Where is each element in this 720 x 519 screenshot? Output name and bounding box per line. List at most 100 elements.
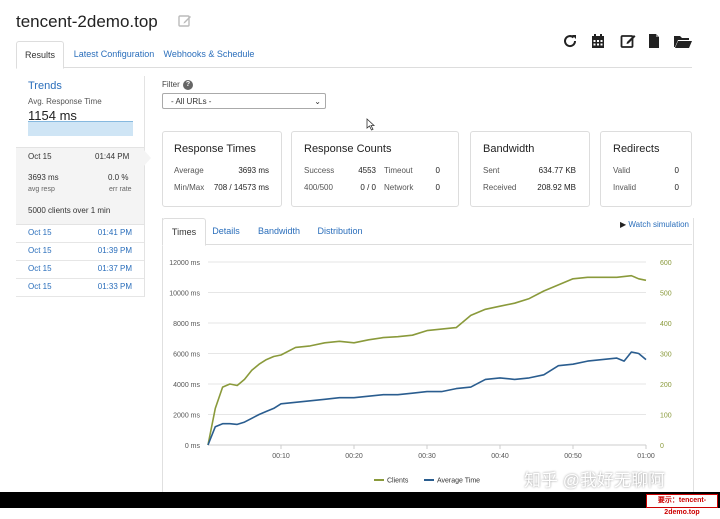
x-tick-label: 01:00 <box>637 453 655 460</box>
avg-response-value: 1154 ms <box>28 108 77 123</box>
valid-label: Valid <box>613 166 631 175</box>
selected-err-value: 0.0 % <box>108 173 129 182</box>
trend-sparkline <box>28 121 133 136</box>
run-row[interactable]: Oct 15 01:39 PM <box>16 242 144 261</box>
mouse-cursor-icon <box>366 118 376 131</box>
y-tick-label-right: 500 <box>660 291 672 298</box>
card-title: Response Times <box>174 143 256 155</box>
redirects-card: Redirects Valid 0 Invalid 0 <box>600 131 692 207</box>
corner-label: 要示：tencent-2demo.top <box>646 494 718 516</box>
url-filter-select[interactable]: - All URLs - ⌄ <box>162 93 326 109</box>
trends-sidebar <box>16 76 145 297</box>
network-value: 0 <box>435 183 440 192</box>
sent-label: Sent <box>483 166 500 175</box>
y-tick-label-right: 300 <box>660 352 672 359</box>
y-tick-label-left: 2000 ms <box>173 413 200 420</box>
series-line <box>207 351 647 446</box>
minmax-value: 708 / 14573 ms <box>213 183 269 192</box>
selected-clients: 5000 clients over 1 min <box>28 206 111 215</box>
tab-results[interactable]: Results <box>16 41 64 69</box>
avg-response-label: Avg. Response Time <box>28 97 102 106</box>
y-tick-label-left: 4000 ms <box>173 382 200 389</box>
response-counts-card: Response Counts Success 4553 Timeout 0 4… <box>291 131 459 207</box>
tab-latest-configuration[interactable]: Latest Configuration <box>73 49 155 59</box>
invalid-value: 0 <box>674 183 679 192</box>
legend-label: Clients <box>387 478 409 485</box>
average-label: Average <box>174 166 204 175</box>
y-tick-label-left: 0 ms <box>185 443 201 450</box>
trends-label[interactable]: Trends <box>28 80 62 92</box>
bandwidth-card: Bandwidth Sent 634.77 KB Received 208.92… <box>470 131 590 207</box>
tab-details[interactable]: Details <box>212 226 240 236</box>
selected-run[interactable] <box>16 147 144 225</box>
response-times-card: Response Times Average 3693 ms Min/Max 7… <box>162 131 282 207</box>
folder-open-icon[interactable] <box>673 33 693 49</box>
error-value: 0 / 0 <box>360 183 376 192</box>
timeout-label: Timeout <box>384 166 413 175</box>
edit-title-icon[interactable] <box>178 14 192 28</box>
received-value: 208.92 MB <box>537 183 576 192</box>
card-title: Bandwidth <box>483 143 535 155</box>
selected-avg-resp-label: avg resp <box>28 186 55 193</box>
run-time: 01:41 PM <box>97 228 132 237</box>
refresh-icon[interactable] <box>562 33 578 49</box>
tab-times[interactable]: Times <box>162 218 206 246</box>
y-tick-label-left: 12000 ms <box>169 260 200 267</box>
x-tick-label: 00:10 <box>272 453 290 460</box>
average-value: 3693 ms <box>238 166 269 175</box>
y-tick-label-left: 6000 ms <box>173 352 200 359</box>
chevron-down-icon: ⌄ <box>314 97 321 106</box>
run-row[interactable]: Oct 15 01:41 PM <box>16 224 144 243</box>
x-tick-label: 00:50 <box>564 453 582 460</box>
document-icon[interactable] <box>646 33 662 49</box>
url-filter-value: - All URLs - <box>171 97 212 106</box>
calendar-icon[interactable] <box>590 33 606 49</box>
run-row[interactable]: Oct 15 01:37 PM <box>16 260 144 279</box>
success-label: Success <box>304 166 335 175</box>
results-tabs: Results Latest Configuration Webhooks & … <box>16 41 692 69</box>
info-icon[interactable]: ? <box>183 80 193 90</box>
sent-value: 634.77 KB <box>538 166 576 175</box>
selected-run-date: Oct 15 <box>28 152 52 161</box>
success-value: 4553 <box>358 166 376 175</box>
selected-run-time: 01:44 PM <box>95 152 130 161</box>
received-label: Received <box>483 183 517 192</box>
run-date: Oct 15 <box>28 264 52 273</box>
tab-distribution[interactable]: Distribution <box>317 226 363 236</box>
tab-webhooks-schedule[interactable]: Webhooks & Schedule <box>163 49 255 59</box>
invalid-label: Invalid <box>613 183 637 192</box>
selected-err-label: err rate <box>109 186 132 193</box>
play-icon: ▶ <box>620 220 627 229</box>
run-row[interactable]: Oct 15 01:33 PM <box>16 278 144 297</box>
legend-label: Average Time <box>437 478 480 485</box>
run-time: 01:37 PM <box>97 264 132 273</box>
selected-avg-resp-value: 3693 ms <box>28 173 59 182</box>
edit-icon[interactable] <box>620 33 636 49</box>
watermark: 知乎 @我好无聊阿 <box>524 471 665 490</box>
y-tick-label-right: 600 <box>660 260 672 267</box>
tab-bandwidth[interactable]: Bandwidth <box>257 226 301 236</box>
filter-label: Filter <box>162 80 180 89</box>
y-tick-label-right: 400 <box>660 321 672 328</box>
watch-simulation-link[interactable]: ▶ Watch simulation <box>620 220 689 229</box>
run-date: Oct 15 <box>28 282 52 291</box>
bottom-bar <box>0 492 720 508</box>
run-time: 01:33 PM <box>97 282 132 291</box>
y-tick-label-right: 100 <box>660 413 672 420</box>
timeout-value: 0 <box>435 166 440 175</box>
run-date: Oct 15 <box>28 246 52 255</box>
watch-simulation-label: Watch simulation <box>628 220 690 229</box>
card-title: Redirects <box>613 143 660 155</box>
chart-tabs: Times Details Bandwidth Distribution <box>162 218 692 246</box>
minmax-label: Min/Max <box>174 183 205 192</box>
selected-run-pointer <box>143 149 151 167</box>
x-tick-label: 00:30 <box>418 453 436 460</box>
run-time: 01:39 PM <box>97 246 132 255</box>
x-tick-label: 00:20 <box>345 453 363 460</box>
y-tick-label-left: 10000 ms <box>169 291 200 298</box>
card-title: Response Counts <box>304 143 392 155</box>
run-date: Oct 15 <box>28 228 52 237</box>
response-time-chart: 0 ms 0 2000 ms 100 4000 ms 200 6000 ms 300 8000 … <box>169 260 672 485</box>
network-label: Network <box>384 183 414 192</box>
y-tick-label-right: 0 <box>660 443 664 450</box>
